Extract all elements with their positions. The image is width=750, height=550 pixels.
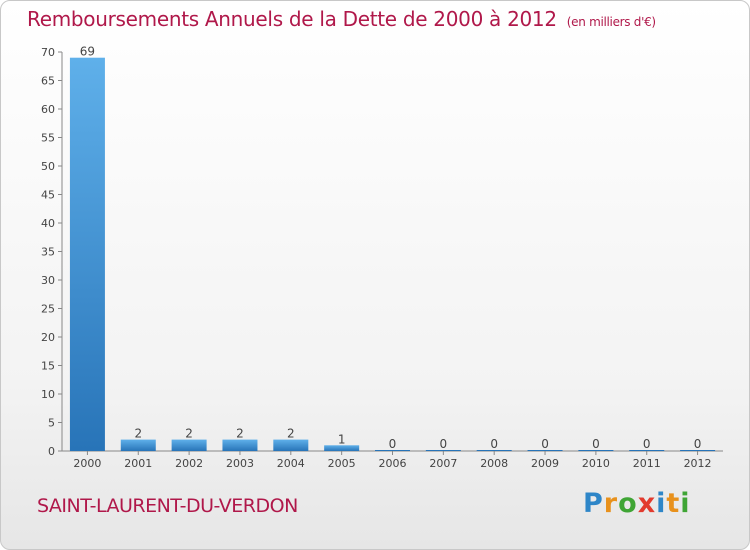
value-label-2001: 2 bbox=[134, 427, 142, 441]
logo-letter: x bbox=[638, 488, 656, 519]
x-tick-label-2009: 2009 bbox=[531, 457, 559, 470]
x-tick-label-2000: 2000 bbox=[73, 457, 101, 470]
y-tick-label: 70 bbox=[41, 46, 55, 59]
y-tick-label: 65 bbox=[41, 75, 55, 88]
y-tick-label: 50 bbox=[41, 160, 55, 173]
y-tick-label: 0 bbox=[48, 445, 55, 458]
value-label-2006: 0 bbox=[389, 437, 397, 451]
y-tick-label: 45 bbox=[41, 189, 55, 202]
value-label-2007: 0 bbox=[440, 437, 448, 451]
logo-letter: i bbox=[656, 488, 666, 519]
value-label-2004: 2 bbox=[287, 427, 295, 441]
proxiti-logo: Proxiti bbox=[583, 488, 691, 519]
y-tick-label: 40 bbox=[41, 217, 55, 230]
bar-2001 bbox=[121, 440, 156, 451]
y-tick-label: 30 bbox=[41, 274, 55, 287]
value-label-2003: 2 bbox=[236, 427, 244, 441]
y-tick-label: 35 bbox=[41, 246, 55, 259]
commune-name: SAINT-LAURENT-DU-VERDON bbox=[37, 495, 298, 517]
x-tick-label-2003: 2003 bbox=[226, 457, 254, 470]
y-tick-label: 20 bbox=[41, 331, 55, 344]
chart-frame: Remboursements Annuels de la Dette de 20… bbox=[0, 0, 750, 550]
logo-letter: P bbox=[583, 488, 604, 519]
bar-2002 bbox=[172, 440, 207, 451]
y-tick-label: 10 bbox=[41, 388, 55, 401]
x-tick-label-2012: 2012 bbox=[684, 457, 712, 470]
x-tick-label-2010: 2010 bbox=[582, 457, 610, 470]
logo-letter: i bbox=[680, 488, 690, 519]
value-label-2011: 0 bbox=[643, 437, 651, 451]
bar-2000 bbox=[70, 58, 105, 451]
x-tick-label-2002: 2002 bbox=[175, 457, 203, 470]
y-tick-label: 5 bbox=[48, 417, 55, 430]
y-tick-label: 15 bbox=[41, 360, 55, 373]
x-tick-label-2011: 2011 bbox=[633, 457, 661, 470]
x-tick-label-2001: 2001 bbox=[124, 457, 152, 470]
value-label-2012: 0 bbox=[694, 437, 702, 451]
y-tick-label: 25 bbox=[41, 303, 55, 316]
bar-2004 bbox=[273, 440, 308, 451]
x-tick-label-2008: 2008 bbox=[480, 457, 508, 470]
bar-2003 bbox=[222, 440, 257, 451]
value-label-2002: 2 bbox=[185, 427, 193, 441]
x-tick-label-2006: 2006 bbox=[379, 457, 407, 470]
y-tick-label: 55 bbox=[41, 132, 55, 145]
logo-letter: o bbox=[618, 488, 638, 519]
labels: 2000 69 2001 2 2002 2 2003 2 2004 2 2005 1 2006 0 2007… bbox=[73, 45, 711, 470]
x-tick-label-2007: 2007 bbox=[429, 457, 457, 470]
bar-chart: 0510152025303540455055606570 20006920012… bbox=[1, 1, 750, 550]
value-label-2008: 0 bbox=[490, 437, 498, 451]
logo-letter: t bbox=[666, 488, 680, 519]
bars bbox=[70, 58, 715, 451]
value-label-2010: 0 bbox=[592, 437, 600, 451]
logo-letter: r bbox=[604, 488, 618, 519]
value-label-2000: 69 bbox=[80, 45, 95, 59]
x-tick-label-2004: 2004 bbox=[277, 457, 305, 470]
value-label-2005: 1 bbox=[338, 432, 346, 446]
x-tick-label-2005: 2005 bbox=[328, 457, 356, 470]
value-label-2009: 0 bbox=[541, 437, 549, 451]
y-tick-label: 60 bbox=[41, 103, 55, 116]
